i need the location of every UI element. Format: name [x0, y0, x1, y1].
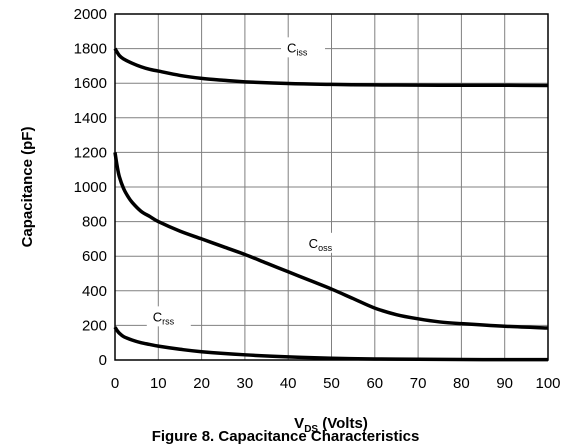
x-tick-label: 30 [237, 375, 254, 392]
y-tick-label: 400 [82, 283, 107, 300]
x-tick-label: 50 [323, 375, 340, 392]
y-tick-label: 1600 [74, 75, 107, 92]
series-label-background [146, 306, 191, 327]
series-label-iss: Ciss [287, 40, 308, 57]
y-tick-label: 2000 [74, 6, 107, 23]
x-tick-label: 90 [496, 375, 513, 392]
y-tick-label: 1800 [74, 41, 107, 58]
tick-labels: 0 10 20 30 40 50 60 70 80 90 100020040060080010001… [74, 6, 561, 392]
series-line-oss [113, 152, 549, 330]
x-tick-label: 40 [280, 375, 297, 392]
y-tick-label: 1400 [74, 110, 107, 127]
x-axis-title-sub: DS [304, 424, 318, 435]
plot-frame [114, 13, 549, 361]
series-label-oss: Coss [309, 236, 333, 253]
x-tick-label: 100 [535, 375, 560, 392]
x-tick-label: 20 [193, 375, 210, 392]
y-tick-label: 0 [99, 352, 107, 369]
y-tick-label: 800 [82, 214, 107, 231]
series-line-iss [113, 47, 549, 88]
x-tick-label: 10 [150, 375, 167, 392]
series-label-background [281, 37, 326, 58]
y-tick-label: 200 [82, 317, 107, 334]
series-label-background [302, 232, 347, 253]
y-tick-label: 600 [82, 248, 107, 265]
y-tick-label: 1000 [74, 179, 107, 196]
figure-caption: Figure 8. Capacitance Characteristics [151, 428, 420, 445]
x-axis-title: VDS (Volts) [294, 415, 368, 435]
y-tick-label: 1200 [74, 144, 107, 161]
series-label-rss: Crss [153, 309, 175, 326]
y-axis-title: Capacitance (pF) [19, 127, 36, 248]
series-labels: Ciss Coss Crss [146, 37, 347, 327]
x-tick-label: 70 [410, 375, 427, 392]
x-axis-title-main: V [294, 415, 304, 432]
x-tick-label: 0 [111, 375, 119, 392]
x-axis-title-rest: (Volts) [318, 415, 368, 432]
x-tick-label: 60 [366, 375, 383, 392]
x-tick-label: 80 [453, 375, 470, 392]
